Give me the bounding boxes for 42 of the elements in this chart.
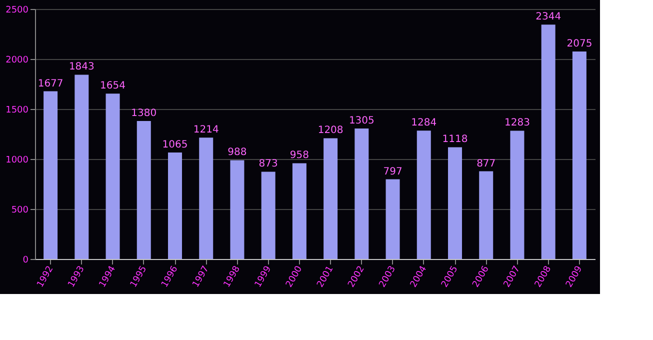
bar xyxy=(230,160,244,259)
data-label: 1283 xyxy=(504,118,530,129)
bar xyxy=(261,172,276,259)
bar xyxy=(416,130,431,259)
data-label: 1305 xyxy=(348,116,374,126)
bar xyxy=(510,130,524,259)
bar xyxy=(292,163,306,259)
bar xyxy=(199,138,214,259)
y-tick-label: 500 xyxy=(11,206,29,216)
data-label: 1654 xyxy=(100,80,126,92)
bar xyxy=(324,138,338,259)
bar xyxy=(354,128,369,259)
y-tick-label: 1500 xyxy=(6,106,29,116)
y-tick-label: 2000 xyxy=(6,56,29,66)
bar xyxy=(106,94,120,259)
data-label: 1214 xyxy=(193,124,219,136)
data-label: 1208 xyxy=(318,125,344,136)
data-label: 1843 xyxy=(68,62,94,73)
data-label: 2344 xyxy=(536,12,562,23)
data-label: 1065 xyxy=(162,140,188,150)
data-label: 1380 xyxy=(131,108,157,119)
data-label: 988 xyxy=(228,147,247,158)
data-label: 1118 xyxy=(442,134,468,146)
bar xyxy=(541,24,556,259)
data-label: 2075 xyxy=(566,38,592,50)
bar xyxy=(136,121,151,259)
bar xyxy=(448,147,462,259)
bar xyxy=(572,52,586,259)
data-label: 1284 xyxy=(411,118,437,129)
data-label: 958 xyxy=(290,150,309,162)
data-label: 873 xyxy=(258,158,278,170)
bar xyxy=(479,171,494,259)
bar xyxy=(44,91,58,259)
y-tick-label: 2500 xyxy=(6,6,29,16)
bar xyxy=(386,179,400,259)
bar xyxy=(168,152,182,259)
bar xyxy=(74,74,89,259)
data-label: 1677 xyxy=(38,78,64,90)
y-tick-label: 1000 xyxy=(6,156,29,166)
data-label: 797 xyxy=(383,166,402,178)
y-tick-label: 0 xyxy=(22,256,29,266)
data-label: 877 xyxy=(476,158,496,170)
